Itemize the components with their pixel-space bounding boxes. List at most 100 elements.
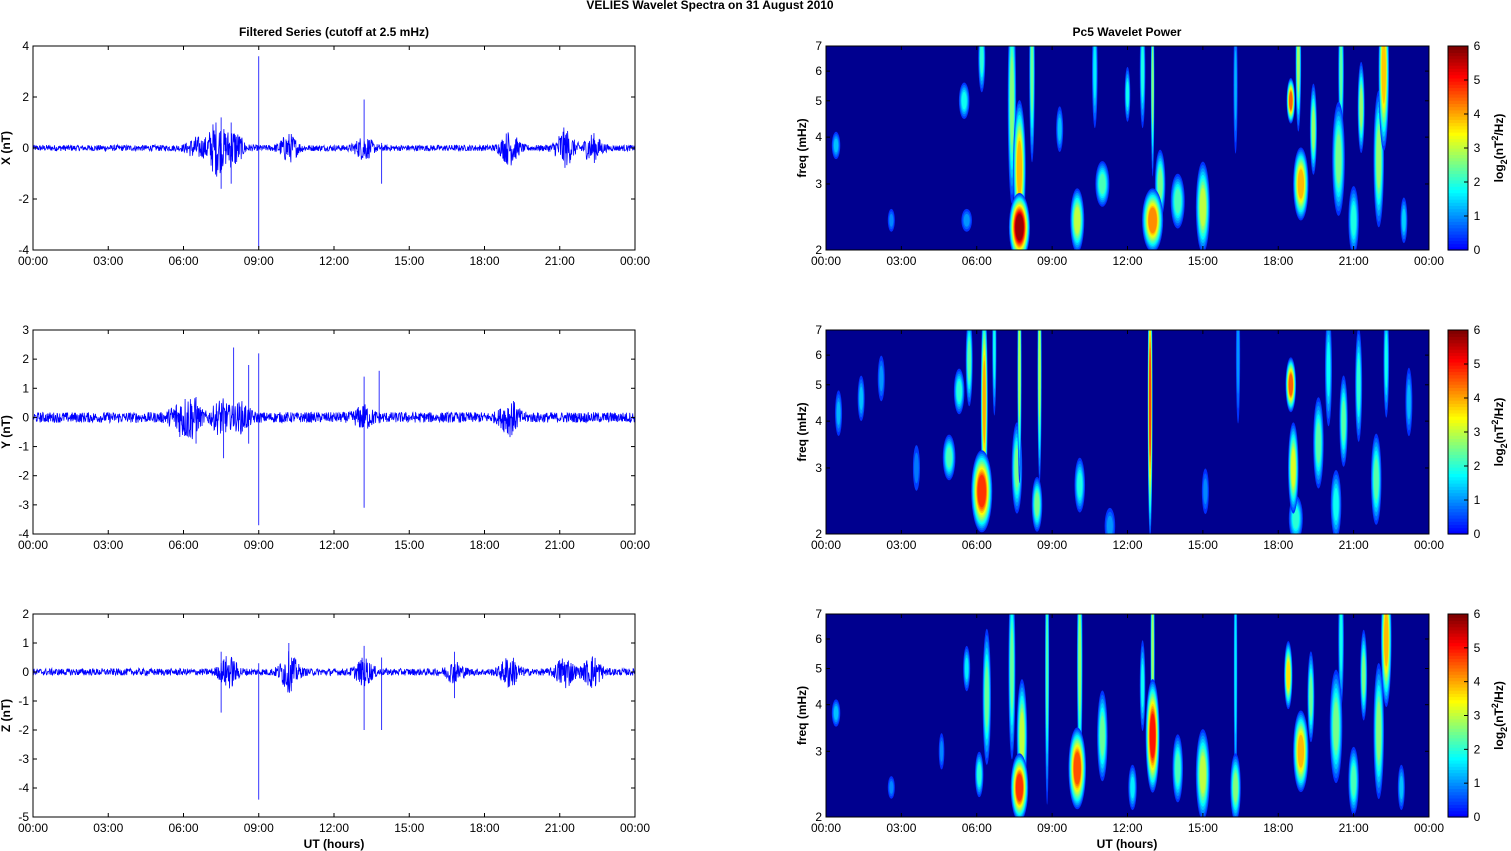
wavelet-y-colorbar-step (1448, 381, 1468, 385)
wavelet-z-colorbar-step (1448, 782, 1468, 786)
ts-z-ytick-label: 0 (22, 665, 29, 679)
wavelet-y-colorbar-step (1448, 435, 1468, 439)
wavelet-z-power-blob (1286, 661, 1291, 690)
wavelet-x-colorbar-tick-label: 4 (1474, 107, 1481, 121)
wavelet-x-colorbar-step (1448, 240, 1468, 245)
wavelet-z-colorbar-step (1448, 753, 1468, 758)
wavelet-y-colorbar-step (1448, 457, 1468, 462)
ts-z-ytick-label: -2 (18, 723, 29, 737)
wavelet-x-colorbar-step (1448, 186, 1468, 191)
wavelet-x-colorbar-step (1448, 163, 1468, 168)
wavelet-x-ytick-label: 5 (815, 94, 822, 108)
wavelet-z-power-blob (1175, 753, 1181, 784)
wavelet-y-xtick-label: 03:00 (886, 538, 916, 552)
ts-z-xtick-label: 00:00 (620, 821, 650, 835)
ts-z-trace (32, 651, 636, 693)
wavelet-z-power-blob (1297, 734, 1304, 768)
wavelet-y-colorbar-step (1448, 428, 1468, 433)
wavelet-y-colorbar-step (1448, 492, 1468, 497)
wavelet-z-xtick-label: 09:00 (1037, 821, 1067, 835)
wavelet-x-colorbar-label-part: log (1492, 164, 1506, 182)
ts-y-ytick-label: -4 (18, 527, 29, 541)
wavelet-y-ylabel: freq (mHz) (795, 402, 809, 461)
wavelet-z-colorbar-step (1448, 639, 1468, 644)
ts-y-panel: -4 -3 -2 -1 0 1 2 3 00:00 03:00 06:00 09:00 12:00 15:… (0, 323, 650, 552)
wavelet-y-colorbar-step (1448, 444, 1468, 449)
wavelet-y-colorbar-step (1448, 336, 1468, 341)
wavelet-y-colorbar-step (1448, 396, 1468, 401)
wavelet-y-colorbar-step (1448, 498, 1468, 503)
wavelet-z-colorbar-step (1448, 712, 1468, 717)
ts-y-xtick-label: 06:00 (168, 538, 198, 552)
wavelet-x-power-blob (961, 92, 967, 110)
wavelet-y-colorbar-step (1448, 403, 1468, 408)
wavelet-y-colorbar-step (1448, 483, 1468, 487)
wavelet-x-power-blob (1174, 189, 1181, 214)
wavelet-z-power-blob (939, 741, 944, 762)
wavelet-y-ytick-label: 3 (815, 461, 822, 475)
wavelet-y-colorbar-step (1448, 349, 1468, 353)
wavelet-x-ytick-label: 4 (815, 130, 822, 144)
wavelet-x-colorbar-step (1448, 205, 1468, 210)
wavelet-z-colorbar-step (1448, 737, 1468, 742)
wavelet-x-power-blob (1010, 56, 1014, 146)
wavelet-x-colorbar-step (1448, 81, 1468, 85)
wavelet-z-colorbar-step (1448, 655, 1468, 660)
wavelet-y-power-blob (1341, 400, 1346, 442)
wavelet-y-xtick-label: 00:00 (1414, 538, 1444, 552)
wavelet-y-colorbar-step (1448, 342, 1468, 347)
wavelet-z-ytick-label: 4 (815, 698, 822, 712)
wavelet-x-colorbar-step (1448, 61, 1468, 66)
wavelet-z-colorbar-step (1448, 645, 1468, 650)
wavelet-x-ytick-label: 6 (815, 64, 822, 78)
wavelet-x-colorbar-step (1448, 167, 1468, 171)
wavelet-z-ytick-label: 3 (815, 744, 822, 758)
ts-x-xtick-label: 15:00 (394, 254, 424, 268)
ts-y-xtick-label: 00:00 (620, 538, 650, 552)
wavelet-y-power-blob (1326, 341, 1331, 397)
wavelet-y-power-blob (1407, 384, 1411, 420)
wavelet-x-power-blob (1099, 173, 1106, 195)
wavelet-z-colorbar-step (1448, 785, 1468, 790)
wavelet-y-colorbar-step (1448, 412, 1468, 417)
wavelet-z-colorbar-label-part: (nT (1492, 708, 1506, 727)
wavelet-x-colorbar-label: log2(nT2/Hz) (1490, 114, 1509, 183)
wavelet-x-colorbar-label-part: /Hz) (1492, 114, 1506, 136)
wavelet-y-power-blob (1384, 333, 1388, 388)
wavelet-y-xtick-label: 18:00 (1263, 538, 1293, 552)
wavelet-y-colorbar-tick-label: 2 (1474, 459, 1481, 473)
wavelet-x-power-blob (1057, 117, 1062, 141)
wavelet-z-colorbar-step (1448, 721, 1468, 726)
wavelet-y-colorbar-step (1448, 486, 1468, 490)
wavelet-x-colorbar-step (1448, 74, 1468, 79)
wavelet-z-power-blob (1351, 765, 1356, 796)
wavelet-x-colorbar-step (1448, 122, 1468, 127)
wavelet-z-colorbar-step (1448, 709, 1468, 713)
wavelet-y-colorbar-step (1448, 502, 1468, 506)
wavelet-x-power-blob (1030, 46, 1034, 112)
wavelet-z-ytick-label: 6 (815, 632, 822, 646)
wavelet-y-colorbar-step (1448, 476, 1468, 481)
wavelet-y-xtick-label: 21:00 (1339, 538, 1369, 552)
wavelet-y-colorbar-step (1448, 419, 1468, 424)
wavelet-z-colorbar-step (1448, 674, 1468, 679)
wavelet-x-colorbar-step (1448, 116, 1468, 120)
wavelet-z-power-blob (1100, 715, 1105, 756)
wavelet-z-colorbar-step (1448, 718, 1468, 723)
wavelet-y-colorbar-label: log2(nT2/Hz) (1490, 398, 1509, 467)
wavelet-z-colorbar-step (1448, 699, 1468, 704)
wavelet-y-colorbar-step (1448, 339, 1468, 344)
wavelet-z-colorbar-step (1448, 667, 1468, 672)
wavelet-x-colorbar-step (1448, 49, 1468, 53)
wavelet-z-ytick-label: 7 (815, 607, 822, 621)
panels: -4 -2 0 2 4 00:00 03:00 06:00 09:00 12:00 15:00 18:… (0, 39, 1509, 835)
wavelet-x-power-blob (1093, 46, 1097, 99)
wavelet-z-colorbar-step (1448, 629, 1468, 634)
wavelet-y-colorbar-step (1448, 384, 1468, 388)
ts-x-xtick-label: 12:00 (319, 254, 349, 268)
wavelet-y-colorbar-step (1448, 473, 1468, 478)
wavelet-z-colorbar-step (1448, 696, 1468, 701)
wavelet-y-colorbar-step (1448, 479, 1468, 484)
ts-z-xtick-label: 03:00 (93, 821, 123, 835)
